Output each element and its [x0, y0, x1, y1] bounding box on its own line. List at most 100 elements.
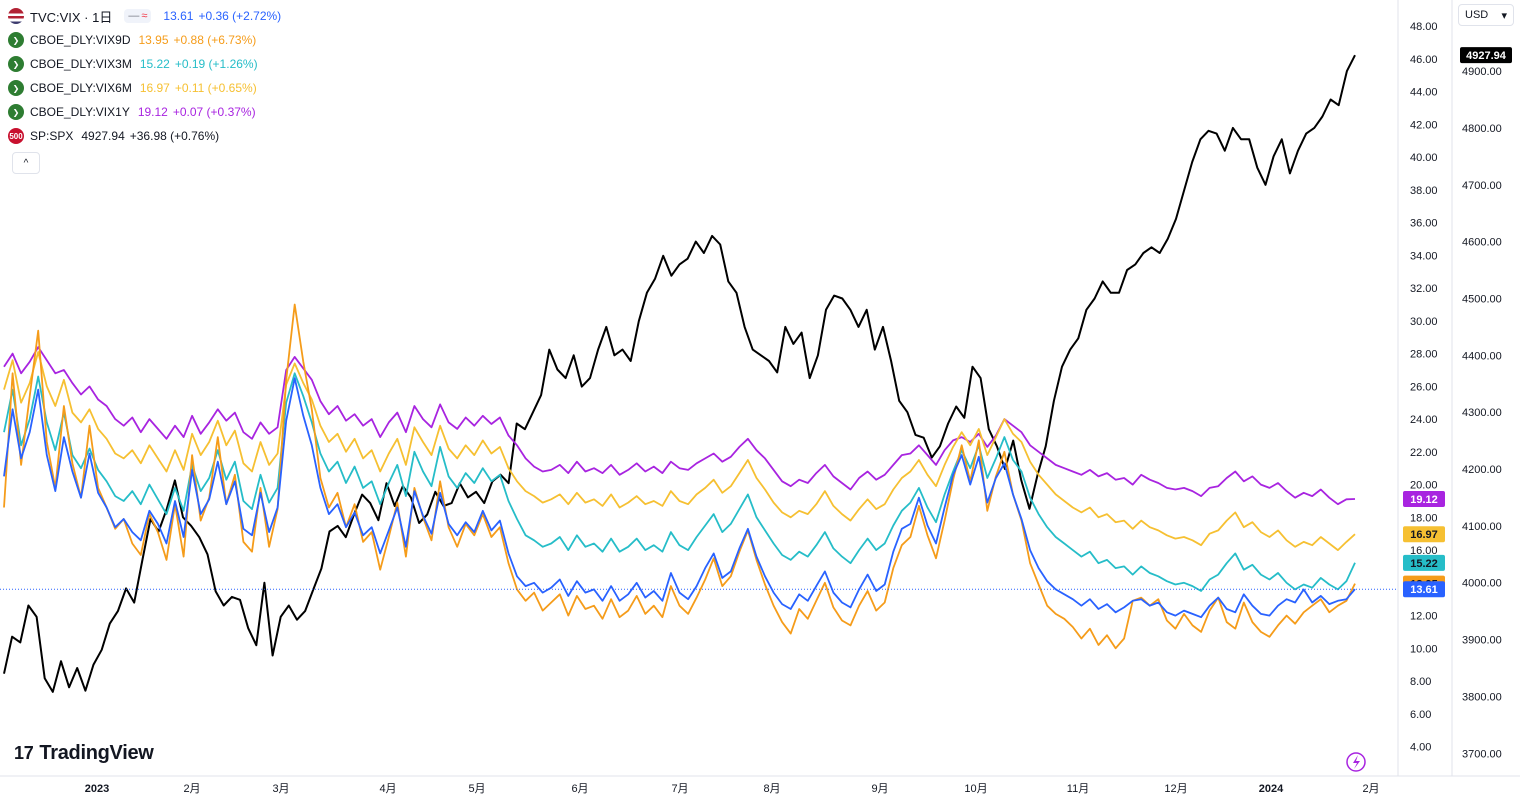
right-axis-tick: 26.00 [1410, 381, 1438, 393]
legend-row[interactable]: ❯ CBOE_DLY:VIX3M 15.22 +0.19 (+1.26%) [8, 52, 281, 76]
price-label: 15.22 [1403, 554, 1445, 571]
time-axis-tick: 5月 [468, 783, 485, 795]
right-axis-tick: 6.00 [1410, 709, 1431, 721]
series-line-tvc-vix[interactable] [3, 377, 1356, 619]
time-axis-tick: 8月 [763, 783, 780, 795]
legend-value: 16.97 [139, 81, 170, 95]
far-right-axis-tick: 3800.00 [1462, 691, 1502, 703]
far-right-axis-tick: 4600.00 [1462, 237, 1502, 249]
legend-change: +0.88 (+6.73%) [173, 33, 257, 47]
time-axis-tick: 2月 [183, 783, 200, 795]
legend-change: +36.98 (+0.76%) [129, 129, 220, 143]
tradingview-logo[interactable]: 17 TradingView [14, 742, 154, 765]
right-axis-tick: 42.00 [1410, 119, 1438, 131]
cboe-icon: ❯ [8, 104, 24, 120]
time-axis-tick: 2024 [1259, 783, 1284, 795]
legend-symbol[interactable]: CBOE_DLY:VIX6M [30, 81, 132, 95]
legend-row[interactable]: 500 SP:SPX 4927.94 +36.98 (+0.76%) [8, 124, 281, 148]
far-right-axis-tick: 4800.00 [1462, 123, 1502, 135]
main-value: 13.61 [163, 9, 194, 23]
currency-selector[interactable]: USD ▾ [1458, 4, 1514, 26]
right-axis-tick: 12.00 [1410, 611, 1438, 623]
chevron-down-icon: ▾ [1501, 9, 1507, 22]
visibility-toggle[interactable]: — ≈ [124, 9, 152, 23]
right-axis-tick: 24.00 [1410, 414, 1438, 426]
far-right-axis-tick: 4000.00 [1462, 578, 1502, 590]
price-label: 19.12 [1403, 490, 1445, 507]
series-line-cboe-dly-vix1y[interactable] [3, 346, 1356, 506]
time-axis-tick: 4月 [379, 783, 396, 795]
legend-symbol[interactable]: CBOE_DLY:VIX3M [30, 57, 132, 71]
time-axis[interactable]: 2023 2月 3月 4月 5月 6月 7月 8月 9月 10月 11月 12月 2024 2月 [85, 783, 1380, 795]
right-axis-tick: 36.00 [1410, 218, 1438, 230]
right-axis-tick: 10.00 [1410, 643, 1438, 655]
right-axis-tick: 8.00 [1410, 676, 1431, 688]
tradingview-logo-mark: 17 [14, 743, 34, 763]
main-change: +0.36 (+2.72%) [198, 9, 282, 23]
far-right-axis[interactable]: 5000.004900.004800.004700.004600.004500.… [1462, 9, 1502, 760]
right-axis-tick: 46.00 [1410, 54, 1438, 66]
far-right-axis-tick: 4500.00 [1462, 293, 1502, 305]
right-axis-tick: 32.00 [1410, 283, 1438, 295]
right-axis-tick: 40.00 [1410, 152, 1438, 164]
us-flag-icon [8, 8, 24, 24]
time-axis-tick: 2023 [85, 783, 109, 795]
lightning-icon[interactable] [1346, 752, 1366, 772]
series-line-cboe-dly-vix6m[interactable] [3, 351, 1356, 551]
right-axis-tick: 34.00 [1410, 250, 1438, 262]
price-label-text: 13.61 [1410, 584, 1438, 596]
time-axis-tick: 11月 [1067, 783, 1089, 795]
time-axis-tick: 6月 [571, 783, 588, 795]
series-line-cboe-dly-vix3m[interactable] [3, 372, 1356, 592]
price-label-bg [1460, 47, 1512, 64]
price-label-bg [1403, 554, 1445, 571]
price-label-bg [1403, 490, 1445, 507]
series-line-cboe-dly-vix9d[interactable] [3, 303, 1356, 650]
approx-icon[interactable]: ≈ [141, 10, 148, 22]
far-right-axis-tick: 4400.00 [1462, 350, 1502, 362]
hide-icon[interactable]: — [128, 10, 140, 22]
far-right-axis-tick: 4300.00 [1462, 407, 1502, 419]
right-axis-tick: 48.00 [1410, 21, 1438, 33]
right-axis-tick: 30.00 [1410, 316, 1438, 328]
time-axis-tick: 9月 [871, 783, 888, 795]
right-axis-tick: 28.00 [1410, 349, 1438, 361]
right-axis-tick: 20.00 [1410, 480, 1438, 492]
plot-lines [3, 54, 1356, 693]
legend-main[interactable]: TVC:VIX · 1日 — ≈ 13.61 +0.36 (+2.72%) [8, 4, 281, 28]
far-right-axis-tick: 3900.00 [1462, 635, 1502, 647]
main-symbol[interactable]: TVC:VIX · 1日 [30, 9, 113, 25]
price-label-bg [1403, 526, 1445, 543]
legend-symbol[interactable]: CBOE_DLY:VIX1Y [30, 105, 130, 119]
price-label: 13.61 [1403, 581, 1445, 598]
legend-row[interactable]: ❯ CBOE_DLY:VIX6M 16.97 +0.11 (+0.65%) [8, 76, 281, 100]
time-axis-tick: 12月 [1164, 783, 1187, 795]
currency-label: USD [1465, 9, 1489, 21]
time-axis-tick: 10月 [964, 783, 987, 795]
price-label-text: 16.97 [1410, 529, 1438, 541]
legend-row[interactable]: ❯ CBOE_DLY:VIX1Y 19.12 +0.07 (+0.37%) [8, 100, 281, 124]
right-axis-tick: 22.00 [1410, 447, 1438, 459]
right-axis-tick: 16.00 [1410, 545, 1438, 557]
cboe-icon: ❯ [8, 32, 24, 48]
legend-change: +0.11 (+0.65%) [174, 81, 257, 95]
far-right-axis-tick: 4700.00 [1462, 180, 1502, 192]
price-label-bg [1403, 581, 1445, 598]
legend-symbol[interactable]: SP:SPX [30, 129, 74, 143]
legend-row[interactable]: ❯ CBOE_DLY:VIX9D 13.95 +0.88 (+6.73%) [8, 28, 281, 52]
price-label-text: 4927.94 [1466, 50, 1507, 62]
legend-value: 15.22 [139, 57, 170, 71]
right-axis[interactable]: 48.00 46.00 44.00 42.00 40.00 38.00 36.00 34.00… [1410, 21, 1438, 753]
cboe-icon: ❯ [8, 56, 24, 72]
series-line-sp-spx[interactable] [3, 54, 1356, 693]
legend-symbol[interactable]: CBOE_DLY:VIX9D [30, 33, 131, 47]
collapse-legend-button[interactable]: ^ [12, 152, 40, 174]
right-axis-tick: 4.00 [1410, 742, 1431, 754]
legend-change: +0.07 (+0.37%) [172, 105, 256, 119]
legend: TVC:VIX · 1日 — ≈ 13.61 +0.36 (+2.72%) ❯ C… [8, 4, 281, 148]
far-right-axis-tick: 4200.00 [1462, 464, 1502, 476]
price-label: 4927.94 [1460, 47, 1512, 64]
legend-value: 4927.94 [81, 129, 125, 143]
legend-change: +0.19 (+1.26%) [174, 57, 258, 71]
